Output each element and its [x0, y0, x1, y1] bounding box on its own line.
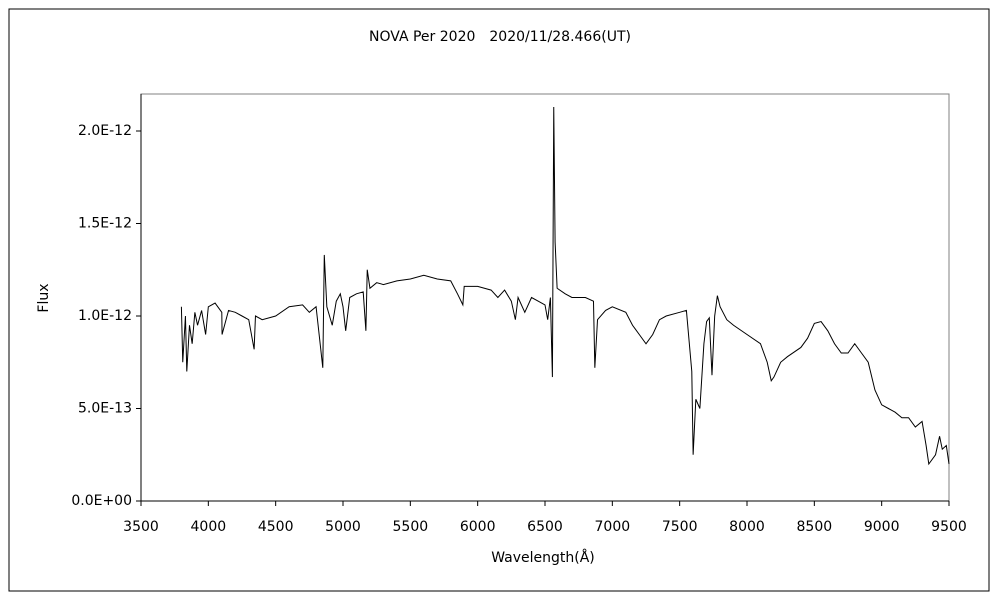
y-tick-label: 1.0E-12 — [78, 308, 132, 324]
spectrum-line — [180, 106, 950, 466]
x-tick-label: 8000 — [729, 519, 765, 535]
x-tick-label: 7500 — [662, 519, 698, 535]
x-tick-label: 4000 — [191, 519, 227, 535]
chart-title: NOVA Per 2020 2020/11/28.466(UT) — [369, 29, 631, 45]
y-tick-label: 1.5E-12 — [78, 216, 132, 232]
x-tick-label: 6500 — [527, 519, 563, 535]
x-tick-label: 5500 — [393, 519, 429, 535]
x-tick-label: 9500 — [931, 519, 967, 535]
x-tick-label: 4500 — [258, 519, 294, 535]
y-tick-label: 0.0E+00 — [71, 493, 132, 509]
plot-frame — [140, 93, 950, 502]
x-tick-label: 8500 — [797, 519, 833, 535]
x-tick-label: 9000 — [864, 519, 900, 535]
x-tick-label: 5000 — [325, 519, 361, 535]
x-tick-label: 6000 — [460, 519, 496, 535]
y-tick-label: 5.0E-13 — [78, 401, 132, 417]
x-tick-label: 3500 — [123, 519, 159, 535]
y-axis-label: Flux — [36, 283, 52, 312]
y-tick-label: 2.0E-12 — [78, 123, 132, 139]
x-axis-label: Wavelength(Å) — [491, 549, 595, 566]
x-tick-label: 7000 — [595, 519, 631, 535]
